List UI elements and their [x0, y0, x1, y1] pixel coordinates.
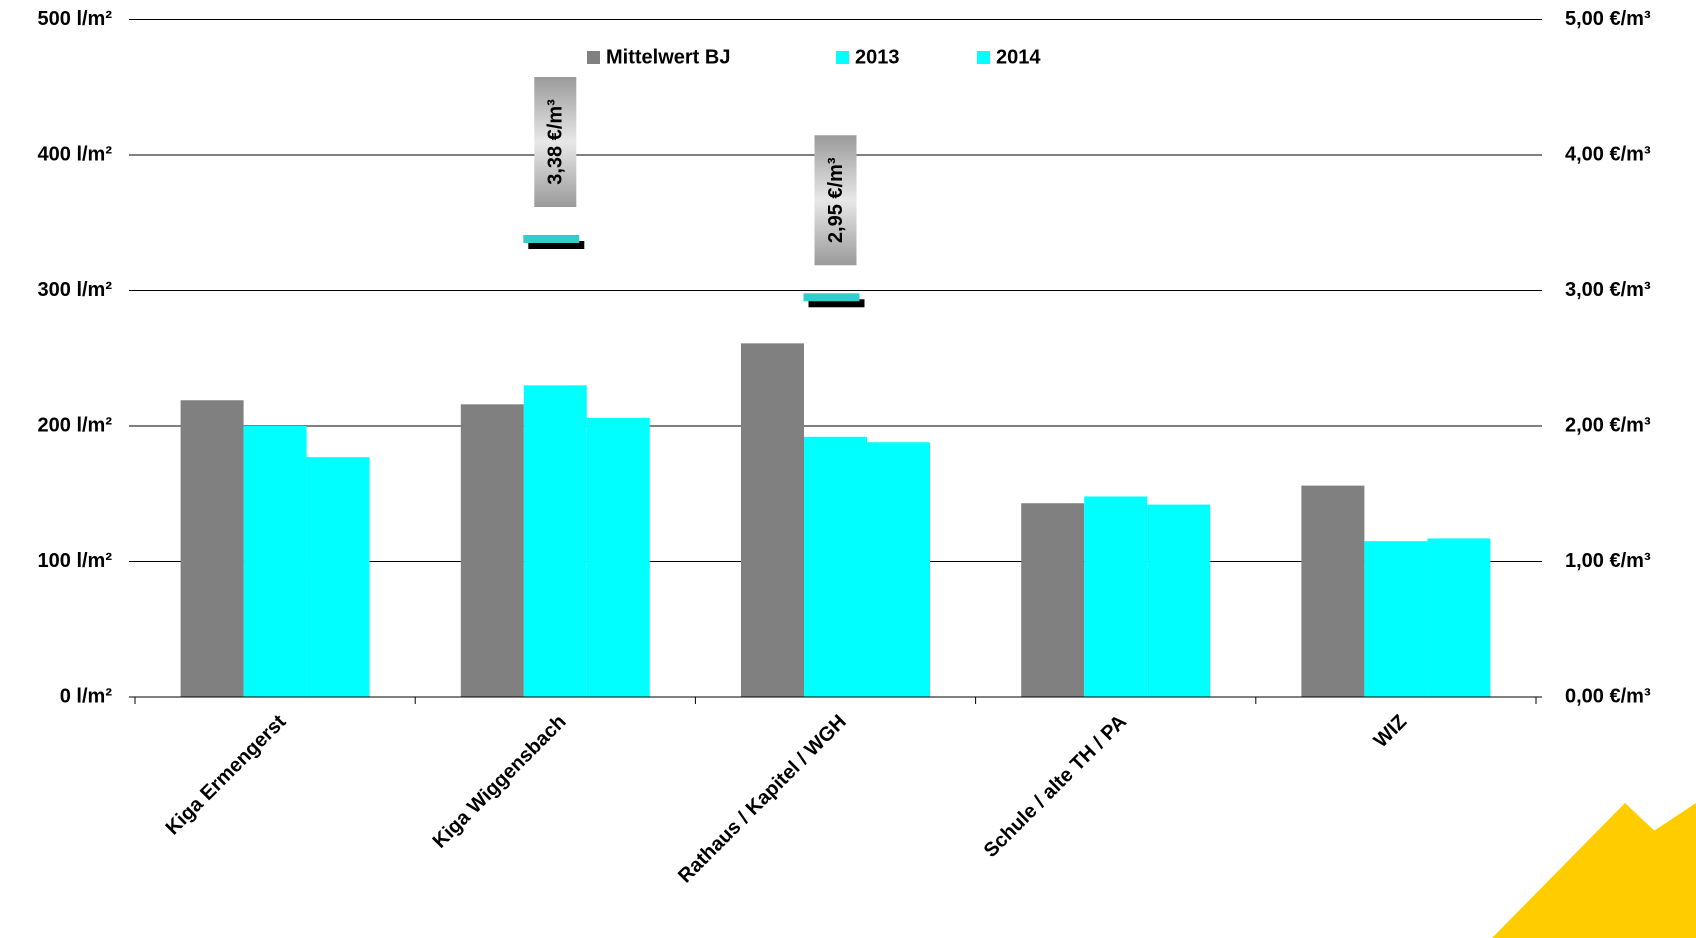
bar	[1084, 496, 1148, 697]
bar	[804, 436, 867, 697]
bar	[243, 426, 307, 697]
decoration	[1492, 803, 1696, 938]
bar	[306, 457, 370, 697]
legend-swatch	[836, 51, 849, 64]
y2-tick-label: 2,00 €/m³	[1565, 414, 1651, 436]
x-tick-label: Kiga Ermengerst	[162, 710, 291, 839]
price-marker	[523, 235, 580, 244]
bar	[1427, 538, 1491, 697]
data-label: 3,38 €/m³	[545, 99, 567, 185]
y-tick-label: 400 l/m²	[38, 143, 113, 165]
bar	[180, 400, 244, 697]
data-label: 2,95 €/m³	[825, 157, 847, 243]
data-label-box	[534, 77, 577, 208]
bar	[460, 404, 524, 697]
legend-label: 2014	[996, 46, 1041, 68]
data-label-group: 2,95 €/m³	[814, 135, 857, 266]
bar	[1301, 485, 1365, 697]
legend-label: Mittelwert BJ	[606, 46, 730, 68]
bar	[523, 385, 587, 697]
x-tick-label: WIZ	[1370, 711, 1411, 752]
y-tick-label: 100 l/m²	[38, 550, 113, 572]
bar	[1021, 503, 1085, 697]
price-marker-shadow	[808, 299, 865, 308]
y2-tick-label: 5,00 €/m³	[1565, 8, 1651, 30]
y-tick-label: 0 l/m²	[60, 685, 113, 707]
y-tick-label: 500 l/m²	[38, 8, 113, 30]
data-label-group: 3,38 €/m³	[534, 77, 577, 208]
y2-tick-label: 1,00 €/m³	[1565, 550, 1651, 572]
bar	[741, 343, 804, 697]
y2-tick-label: 0,00 €/m³	[1565, 685, 1651, 707]
y2-tick-label: 3,00 €/m³	[1565, 279, 1651, 301]
bar	[586, 417, 650, 697]
x-tick-label: Rathaus / Kapitel / WGH	[674, 711, 851, 888]
legend-label: 2013	[855, 46, 900, 68]
legend-swatch	[587, 51, 600, 64]
y-tick-label: 200 l/m²	[38, 414, 113, 436]
price-marker-shadow	[528, 241, 585, 250]
x-tick-label: Schule / alte TH / PA	[980, 711, 1131, 862]
x-tick-label: Kiga Wiggensbach	[429, 711, 571, 853]
bar	[1147, 504, 1211, 697]
bar	[867, 442, 930, 697]
legend-swatch	[977, 51, 990, 64]
y-tick-label: 300 l/m²	[38, 279, 113, 301]
data-label-box	[814, 135, 857, 266]
y2-tick-label: 4,00 €/m³	[1565, 143, 1651, 165]
bar	[1364, 541, 1428, 697]
price-marker	[803, 293, 860, 302]
